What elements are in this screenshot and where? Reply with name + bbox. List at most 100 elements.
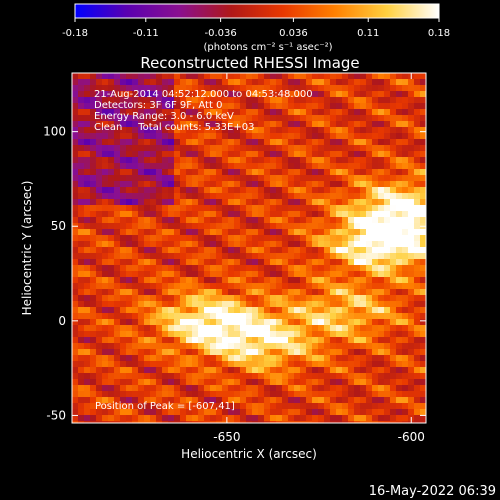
heatmap-cell (408, 223, 415, 230)
heatmap-cell (198, 271, 205, 278)
heatmap-cell (294, 373, 301, 380)
heatmap-cell (192, 145, 199, 152)
heatmap-cell (306, 379, 313, 386)
heatmap-cell (330, 415, 337, 422)
heatmap-cell (324, 133, 331, 140)
heatmap-cell (240, 403, 247, 410)
heatmap-cell (198, 223, 205, 230)
heatmap-cell (132, 373, 139, 380)
heatmap-cell (126, 385, 133, 392)
heatmap-cell (252, 385, 259, 392)
heatmap-cell (120, 187, 127, 194)
heatmap-cell (306, 367, 313, 374)
y-tick-label: -50 (46, 408, 66, 422)
heatmap-cell (282, 211, 289, 218)
heatmap-cell (228, 307, 235, 314)
heatmap-cell (264, 283, 271, 290)
heatmap-cell (240, 205, 247, 212)
heatmap-cell (246, 85, 253, 92)
heatmap-cell (114, 151, 121, 158)
heatmap-cell (228, 325, 235, 332)
heatmap-cell (126, 169, 133, 176)
heatmap-cell (150, 151, 157, 158)
heatmap-cell (174, 283, 181, 290)
heatmap-cell (360, 193, 367, 200)
heatmap-cell (144, 163, 151, 170)
heatmap-cell (138, 169, 145, 176)
heatmap-cell (336, 193, 343, 200)
heatmap-cell (414, 163, 421, 170)
heatmap-cell (180, 121, 187, 128)
heatmap-cell (240, 175, 247, 182)
heatmap-cell (174, 217, 181, 224)
heatmap-cell (378, 109, 385, 116)
heatmap-cell (318, 379, 325, 386)
heatmap-cell (306, 343, 313, 350)
heatmap-cell (198, 319, 205, 326)
heatmap-cell (168, 217, 175, 224)
heatmap-cell (222, 415, 229, 422)
heatmap-cell (342, 217, 349, 224)
heatmap-cell (168, 133, 175, 140)
heatmap-cell (270, 151, 277, 158)
heatmap-cell (258, 361, 265, 368)
heatmap-cell (270, 223, 277, 230)
heatmap-cell (360, 301, 367, 308)
heatmap-cell (150, 79, 157, 86)
heatmap-cell (312, 421, 319, 423)
heatmap-cell (84, 295, 91, 302)
heatmap-cell (336, 271, 343, 278)
heatmap-cell (282, 187, 289, 194)
heatmap-cell (84, 139, 91, 146)
heatmap-cell (390, 403, 397, 410)
heatmap-cell (108, 151, 115, 158)
heatmap-cell (204, 181, 211, 188)
heatmap-cell (168, 115, 175, 122)
heatmap-cell (198, 157, 205, 164)
heatmap-cell (396, 127, 403, 134)
heatmap-cell (366, 151, 373, 158)
heatmap-cell (162, 361, 169, 368)
heatmap-cell (324, 187, 331, 194)
heatmap-cell (84, 307, 91, 314)
heatmap-cell (390, 169, 397, 176)
heatmap-cell (366, 301, 373, 308)
heatmap-cell (354, 247, 361, 254)
heatmap-cell (258, 217, 265, 224)
heatmap-cell (342, 253, 349, 260)
heatmap-cell (204, 259, 211, 266)
heatmap-cell (114, 385, 121, 392)
heatmap-cell (228, 217, 235, 224)
heatmap-cell (282, 127, 289, 134)
heatmap-cell (120, 409, 127, 416)
heatmap-cell (102, 277, 109, 284)
heatmap-cell (330, 187, 337, 194)
heatmap-cell (216, 301, 223, 308)
heatmap-cell (348, 163, 355, 170)
heatmap-cell (264, 187, 271, 194)
heatmap-cell (216, 307, 223, 314)
heatmap-cell (132, 349, 139, 356)
heatmap-cell (396, 91, 403, 98)
detectors-label: Detectors: 3F 6F 9F, Att 0 (94, 100, 222, 111)
heatmap-cell (264, 79, 271, 86)
heatmap-cell (96, 265, 103, 272)
heatmap-cell (372, 103, 379, 110)
heatmap-cell (72, 145, 79, 152)
heatmap-cell (276, 289, 283, 296)
heatmap-cell (240, 337, 247, 344)
heatmap-cell (312, 193, 319, 200)
heatmap-cell (78, 181, 85, 188)
heatmap-cell (354, 127, 361, 134)
heatmap-cell (174, 271, 181, 278)
heatmap-cell (132, 331, 139, 338)
heatmap-cell (180, 217, 187, 224)
heatmap-cell (246, 73, 253, 80)
heatmap-cell (96, 355, 103, 362)
heatmap-cell (186, 325, 193, 332)
heatmap-cell (102, 403, 109, 410)
heatmap-cell (318, 85, 325, 92)
heatmap-cell (270, 229, 277, 236)
heatmap-cell (384, 217, 391, 224)
heatmap-cell (240, 409, 247, 416)
